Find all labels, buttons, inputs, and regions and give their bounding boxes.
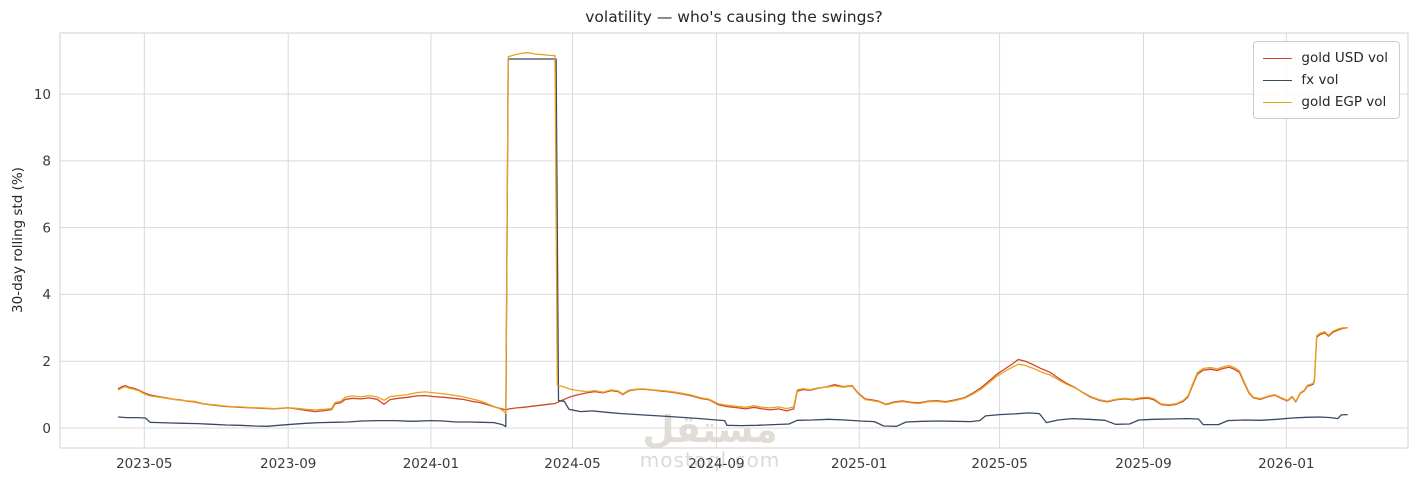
x-tick-label: 2024-01 [403, 456, 459, 472]
chart-title: volatility — who's causing the swings? [585, 8, 883, 26]
legend-label: fx vol [1301, 72, 1339, 88]
x-tick-label: 2025-09 [1115, 456, 1171, 472]
x-tick-label: 2026-01 [1258, 456, 1314, 472]
x-tick-label: 2025-01 [831, 456, 887, 472]
series-line-gold-usd-vol [117, 327, 1348, 413]
legend-label: gold EGP vol [1301, 94, 1387, 110]
y-tick-label: 10 [34, 87, 51, 103]
legend-line-swatch-red [1263, 57, 1293, 59]
series-line-gold-egp-vol [117, 52, 1348, 414]
x-tick-label: 2023-09 [260, 456, 316, 472]
y-tick-label: 6 [42, 220, 51, 236]
legend-item-gold-egp-vol: gold EGP vol [1263, 94, 1388, 110]
legend-line-swatch-orange [1263, 101, 1293, 103]
x-tick-label: 2024-05 [544, 456, 600, 472]
x-tick-label: 2024-09 [688, 456, 744, 472]
legend-item-gold-usd-vol: gold USD vol [1263, 50, 1388, 66]
y-tick-label: 4 [42, 287, 51, 303]
y-tick-label: 8 [42, 154, 51, 170]
legend-line-swatch-navy [1263, 79, 1293, 81]
legend-item-fx-vol: fx vol [1263, 72, 1388, 88]
series-line-fx-vol [117, 58, 1348, 428]
y-tick-label: 0 [42, 421, 51, 437]
x-tick-label: 2025-05 [971, 456, 1027, 472]
y-tick-label: 2 [42, 354, 51, 370]
legend-label: gold USD vol [1301, 50, 1388, 66]
x-tick-label: 2023-05 [116, 456, 172, 472]
legend: gold USD vol fx vol gold EGP vol [1253, 41, 1400, 119]
plot-border [59, 32, 1409, 449]
y-axis-label: 30-day rolling std (%) [10, 167, 26, 313]
